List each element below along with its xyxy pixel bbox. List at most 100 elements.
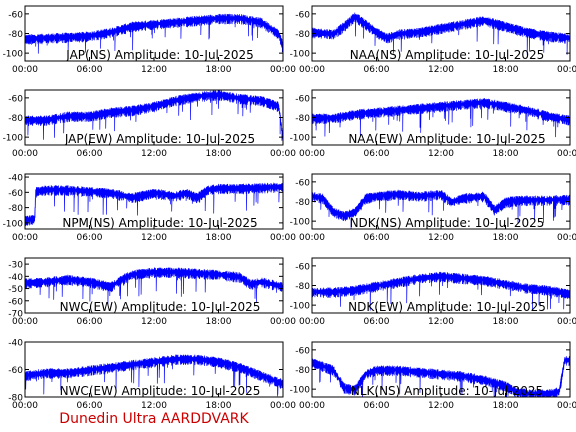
x-tick-label: 00:00	[557, 65, 576, 75]
x-tick-label: 12:00	[428, 317, 454, 327]
y-tick-label: -60	[295, 10, 310, 20]
x-tick-label: 06:00	[364, 233, 390, 243]
panel-title: NLK(NS) Amplitude: 10-Jul-2025	[351, 384, 543, 398]
amplitude-panel-6: -60 -80 -100 00:00 06:00 12:00 18:00 00:00 NDK(N…	[290, 173, 576, 243]
x-tick-label: 00:00	[270, 65, 296, 75]
y-tick-label: -60	[295, 94, 310, 104]
amplitude-trace	[25, 13, 283, 55]
y-tick-label: -100	[290, 134, 311, 144]
amplitude-trace	[312, 189, 570, 229]
amplitude-trace	[25, 182, 283, 226]
y-tick-label: -30	[8, 261, 23, 271]
y-tick-label: -100	[3, 134, 24, 144]
amplitude-trace	[312, 271, 570, 311]
y-tick-label: -80	[8, 114, 23, 124]
y-tick-label: -60	[8, 189, 23, 199]
amplitude-trace	[312, 12, 570, 55]
x-tick-label: 00:00	[12, 149, 38, 159]
x-tick-label: 00:00	[12, 233, 38, 243]
y-tick-label: -60	[8, 94, 23, 104]
x-tick-label: 00:00	[270, 149, 296, 159]
panel-title: NWC(EW) Amplitude: 10-Jul-2025	[60, 300, 261, 314]
panel-title: JAP(EW) Amplitude: 10-Jul-2025	[64, 132, 255, 146]
x-tick-label: 00:00	[270, 401, 296, 411]
y-tick-label: -40	[8, 174, 23, 184]
y-tick-label: -80	[295, 114, 310, 124]
panel-title: NPM(NS) Amplitude: 10-Jul-2025	[62, 216, 257, 230]
panel-title: JAP(NS) Amplitude: 10-Jul-2025	[65, 48, 254, 62]
y-tick-label: -100	[290, 302, 311, 312]
x-tick-label: 12:00	[141, 65, 167, 75]
x-tick-label: 18:00	[493, 401, 519, 411]
y-tick-label: -60	[295, 262, 310, 272]
amplitude-trace	[312, 98, 570, 138]
amplitude-trace	[25, 90, 283, 142]
x-tick-label: 06:00	[364, 65, 390, 75]
x-tick-label: 06:00	[77, 317, 103, 327]
panel-title: NDK(EW) Amplitude: 10-Jul-2025	[348, 300, 546, 314]
y-tick-label: -80	[8, 394, 23, 404]
y-tick-label: -40	[8, 339, 23, 349]
y-tick-label: -100	[290, 50, 311, 60]
x-tick-label: 00:00	[12, 317, 38, 327]
x-tick-label: 06:00	[77, 233, 103, 243]
panel-title: NAA(EW) Amplitude: 10-Jul-2025	[348, 132, 545, 146]
x-tick-label: 06:00	[77, 401, 103, 411]
x-tick-label: 00:00	[270, 233, 296, 243]
x-tick-label: 12:00	[141, 149, 167, 159]
y-tick-label: -100	[290, 386, 311, 396]
y-tick-label: -60	[295, 346, 310, 356]
x-tick-label: 00:00	[299, 65, 325, 75]
panel-title: NWC(EW) Amplitude: 10-Jul-2025	[60, 384, 261, 398]
amplitude-panel-4: -60 -80 -100 00:00 06:00 12:00 18:00 00:00 NAA(E…	[290, 89, 576, 159]
x-tick-label: 18:00	[493, 233, 519, 243]
y-tick-label: -60	[8, 366, 23, 376]
x-tick-label: 12:00	[428, 149, 454, 159]
x-tick-label: 18:00	[206, 233, 232, 243]
x-tick-label: 18:00	[206, 401, 232, 411]
y-tick-label: -100	[3, 219, 24, 229]
x-tick-label: 00:00	[557, 149, 576, 159]
x-tick-label: 12:00	[141, 233, 167, 243]
x-tick-label: 12:00	[141, 317, 167, 327]
y-tick-label: -80	[8, 30, 23, 40]
amplitude-trace	[25, 354, 283, 397]
y-tick-label: -80	[295, 198, 310, 208]
x-tick-label: 00:00	[12, 401, 38, 411]
amplitude-panel-1: -60 -80 -100 00:00 06:00 12:00 18:00 00:00 JAP(N…	[3, 5, 296, 75]
amplitude-panel-3: -60 -80 -100 00:00 06:00 12:00 18:00 00:00 JAP(E…	[3, 89, 296, 159]
x-tick-label: 06:00	[364, 149, 390, 159]
amplitude-panel-2: -60 -80 -100 00:00 06:00 12:00 18:00 00:00 NAA(N…	[290, 5, 576, 75]
amplitude-panel-10: -60 -80 -100 00:00 06:00 12:00 18:00 00:00 NLK(N…	[290, 341, 576, 411]
footer-station-label: Dunedin Ultra AARDDVARK	[59, 411, 249, 427]
y-tick-label: -40	[8, 273, 23, 283]
x-tick-label: 12:00	[428, 233, 454, 243]
x-tick-label: 18:00	[493, 149, 519, 159]
x-tick-label: 12:00	[428, 401, 454, 411]
y-tick-label: -60	[8, 297, 23, 307]
x-tick-label: 00:00	[299, 317, 325, 327]
amplitude-trace	[312, 356, 570, 397]
x-tick-label: 00:00	[299, 233, 325, 243]
x-tick-label: 06:00	[77, 149, 103, 159]
x-tick-label: 12:00	[428, 65, 454, 75]
panel-title: NAA(NS) Amplitude: 10-Jul-2025	[350, 48, 544, 62]
x-tick-label: 06:00	[364, 317, 390, 327]
panel-title: NDK(NS) Amplitude: 10-Jul-2025	[350, 216, 545, 230]
x-tick-label: 00:00	[299, 149, 325, 159]
x-tick-label: 00:00	[557, 401, 576, 411]
amplitude-panel-5: -40 -60 -80 -100 00:00 06:00 12:00 18:00 00:00 NP…	[3, 173, 296, 243]
y-tick-label: -70	[8, 310, 23, 320]
x-tick-label: 18:00	[206, 65, 232, 75]
x-tick-label: 06:00	[364, 401, 390, 411]
y-tick-label: -60	[295, 178, 310, 188]
x-tick-label: 00:00	[557, 317, 576, 327]
y-tick-label: -100	[290, 218, 311, 228]
x-tick-label: 18:00	[206, 149, 232, 159]
x-tick-label: 00:00	[299, 401, 325, 411]
amplitude-trace	[25, 267, 283, 305]
x-tick-label: 18:00	[206, 317, 232, 327]
